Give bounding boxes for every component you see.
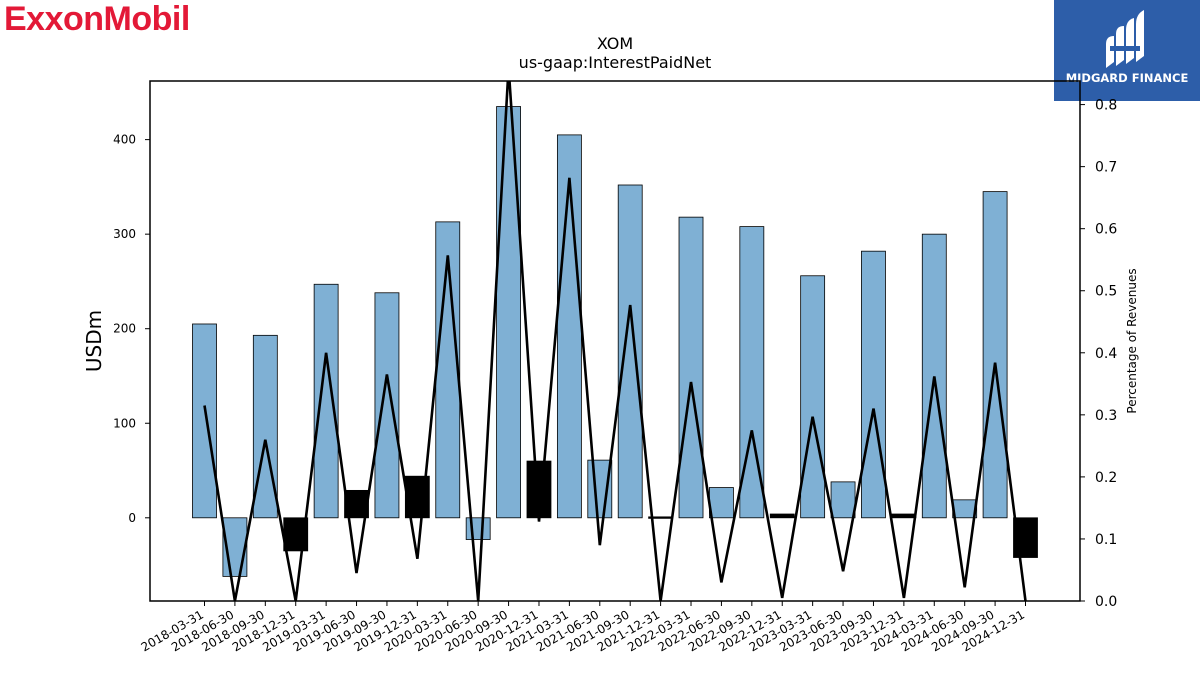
y2-axis-label: Percentage of Revenues	[1125, 268, 1139, 413]
y-tick-label: 100	[113, 416, 136, 430]
bar-2018-03-31	[192, 323, 217, 519]
y2-tick-label: 0.3	[1095, 408, 1117, 424]
bar-2019-09-30	[374, 292, 400, 519]
y-tick-label: 400	[113, 133, 136, 147]
bar-2022-03-31	[678, 216, 704, 519]
y2-tick-label: 0.6	[1095, 222, 1117, 238]
bar-2020-06-30	[465, 517, 491, 540]
y-axis-label: USDm	[82, 310, 106, 372]
plot-frame	[149, 80, 1081, 602]
y2-tick-label: 0.7	[1095, 160, 1117, 176]
y2-tick-label: 0.4	[1095, 346, 1117, 362]
y-axis: 0 100 200 300 400	[113, 133, 150, 525]
bar-2024-03-31	[921, 233, 947, 519]
bar-2022-12-31	[769, 513, 795, 519]
bar-2021-09-30	[617, 184, 643, 519]
y-tick-label: 0	[128, 511, 136, 525]
midgard-logo-text: MIDGARD FINANCE	[1065, 71, 1189, 85]
y-tick-label: 300	[113, 227, 136, 241]
bar-2019-03-31	[313, 283, 339, 519]
bar-2024-06-30	[952, 499, 978, 519]
midgard-finance-logo: MIDGARD FINANCE	[1054, 0, 1200, 101]
y2-tick-label: 0.2	[1095, 470, 1117, 486]
revenue-percentage-line	[203, 81, 1027, 601]
bar-2023-06-30	[830, 481, 856, 519]
bar-2023-03-31	[800, 275, 826, 519]
bar-2023-09-30	[861, 250, 886, 519]
bar-2021-03-31	[556, 134, 582, 519]
chart-title: XOM	[597, 34, 633, 53]
bar-2020-09-30	[496, 106, 521, 519]
bar-2022-06-30	[709, 487, 734, 519]
bar-2024-09-30	[982, 191, 1008, 519]
bar-2020-03-31	[435, 221, 461, 519]
y2-tick-label: 0.8	[1095, 98, 1117, 114]
y2-tick-label: 0.5	[1095, 284, 1117, 300]
y-tick-label: 200	[113, 322, 136, 336]
bar-series	[192, 106, 1038, 577]
y2-axis: 0.0 0.1 0.2 0.3 0.4 0.5 0.6 0.7 0.8	[1080, 98, 1117, 610]
y2-tick-label: 0.1	[1095, 532, 1117, 548]
chart-subtitle: us-gaap:InterestPaidNet	[519, 53, 712, 72]
y2-tick-label: 0.0	[1095, 594, 1117, 610]
midgard-logo-icon	[1106, 10, 1144, 68]
bar-2023-12-31	[891, 513, 917, 519]
exxonmobil-logo: ExxonMobil	[4, 0, 190, 38]
x-axis: 2018-03-312018-06-302018-09-302018-12-31…	[139, 601, 1027, 654]
